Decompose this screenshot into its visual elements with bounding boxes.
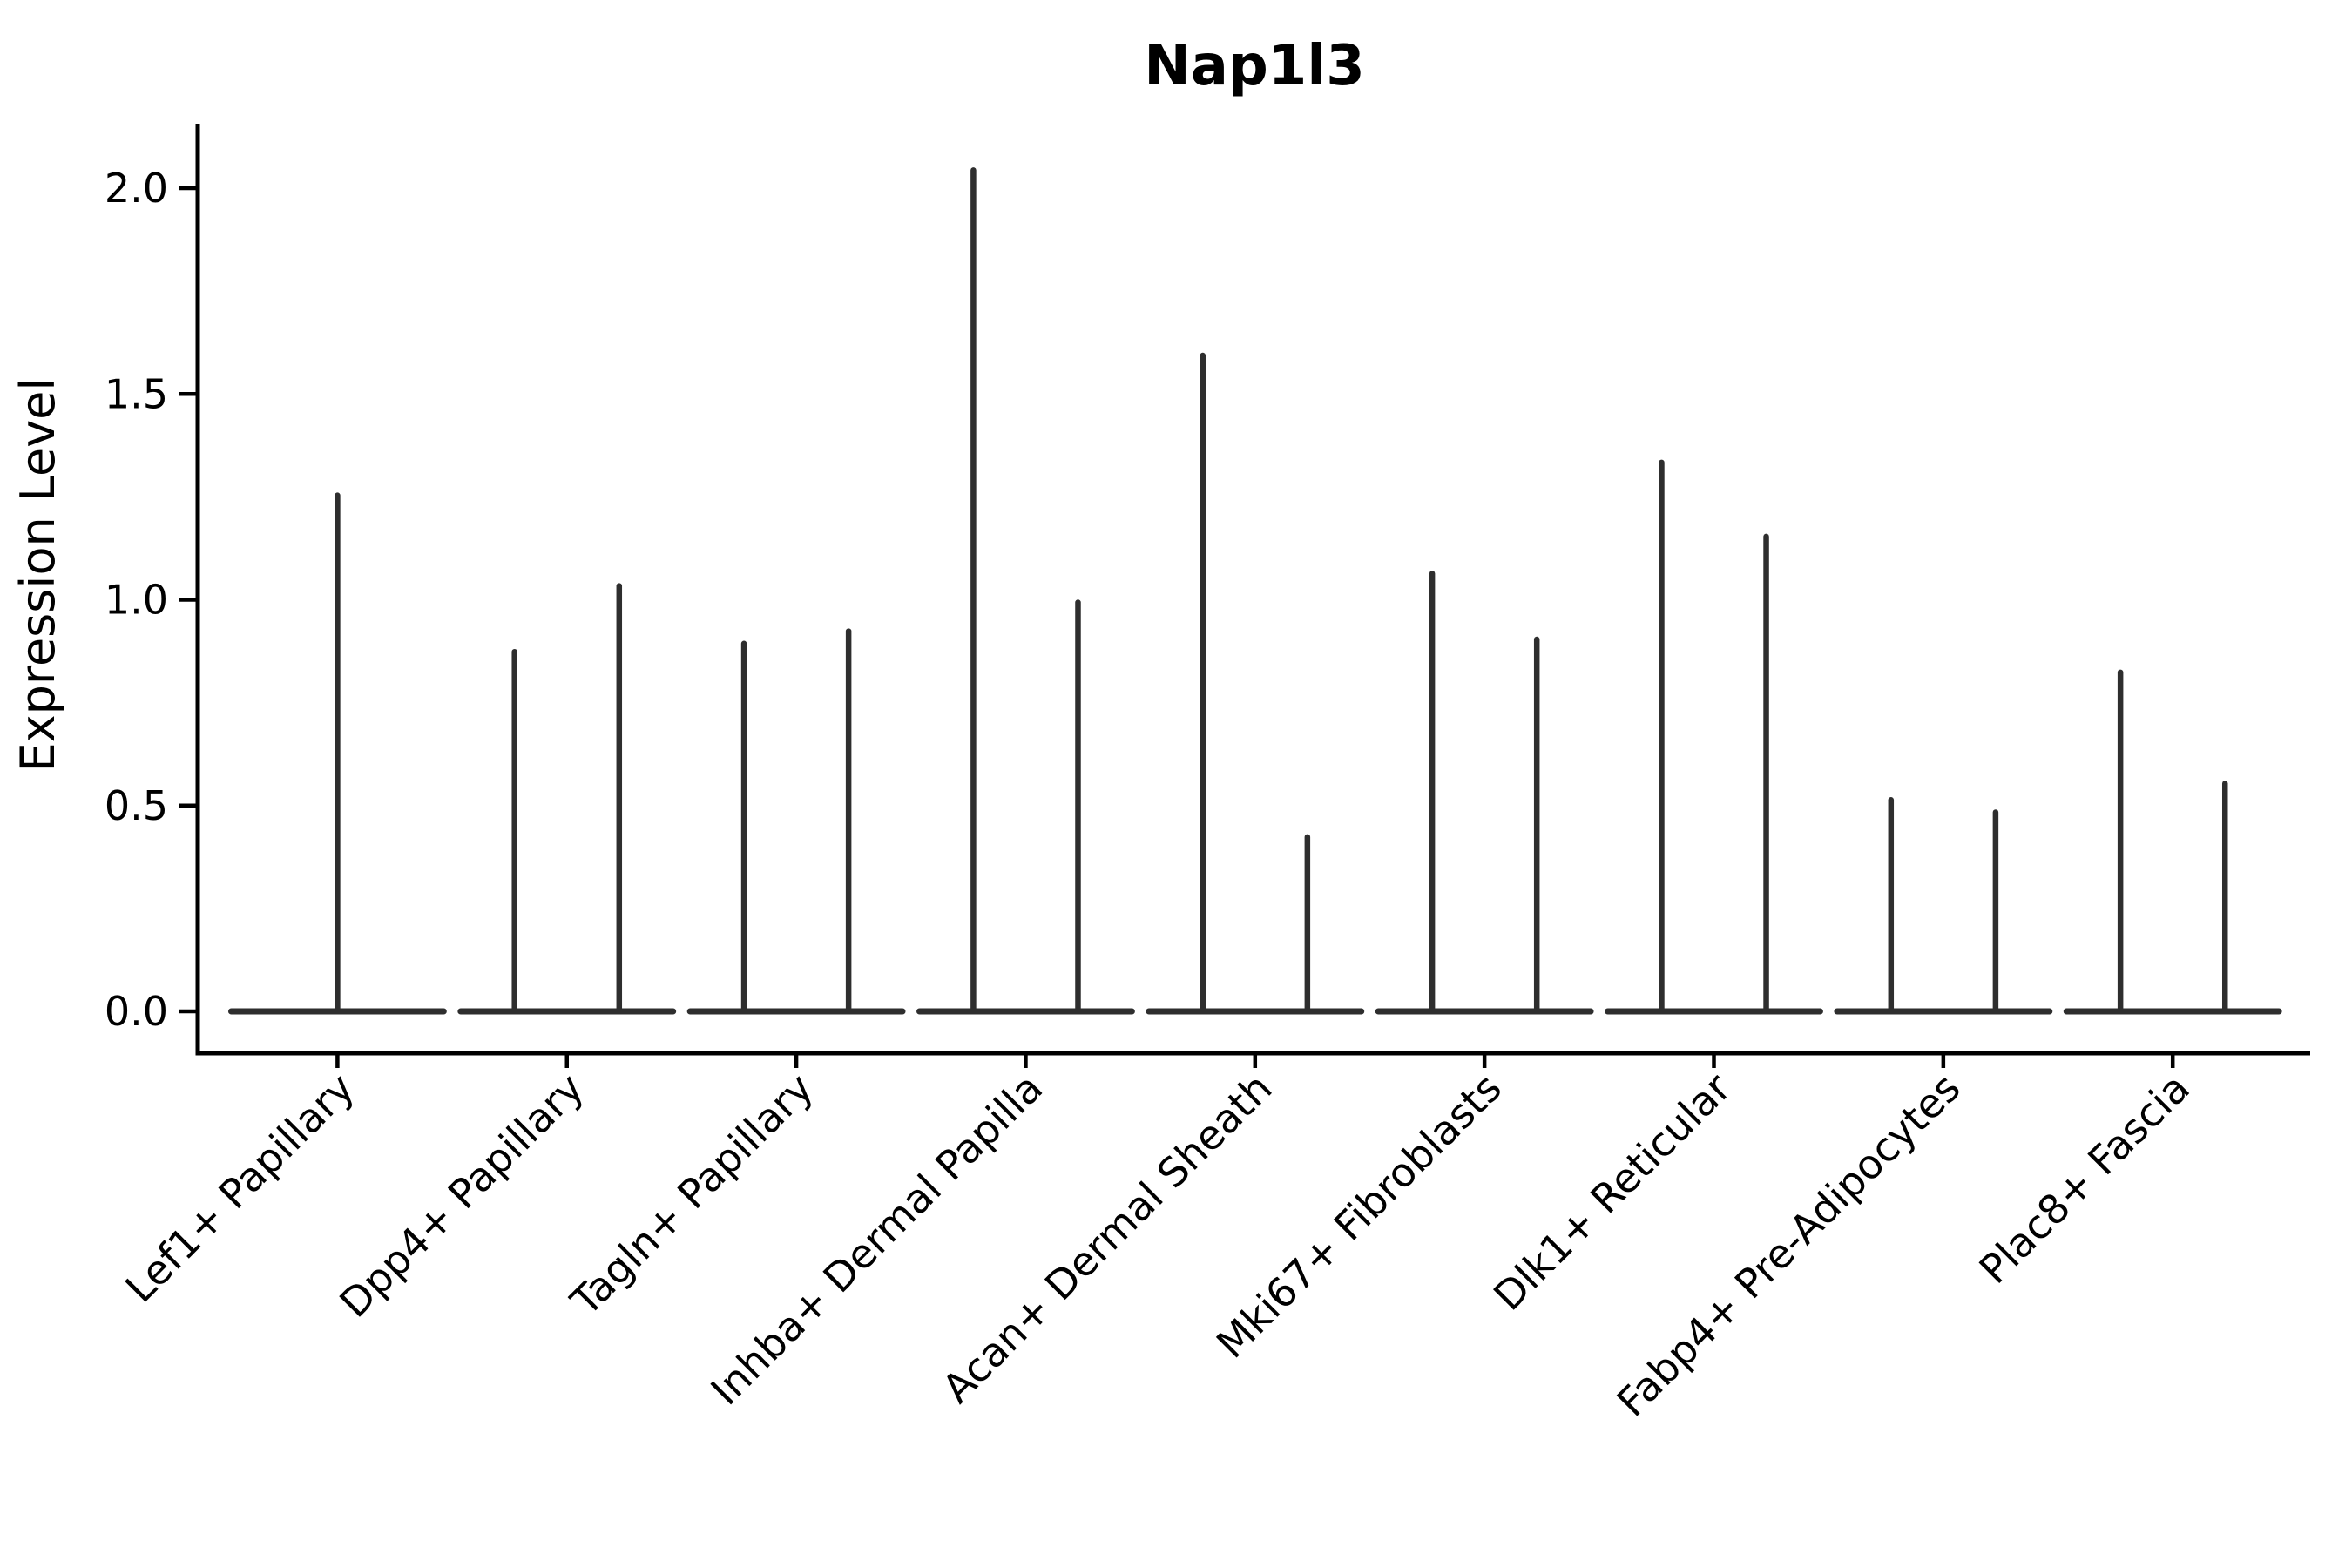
x-tick-label: Plac8+ Fascia <box>1970 1064 2199 1293</box>
y-tick-label: 2.0 <box>105 165 168 212</box>
x-axis-ticks <box>335 1055 2175 1068</box>
chart-title: Nap1l3 <box>1144 34 1365 98</box>
y-tick-label: 1.5 <box>105 370 168 417</box>
x-tick-label: Dpp4+ Papillary <box>330 1064 592 1327</box>
y-tick-label: 0.5 <box>105 782 168 829</box>
y-tick-label: 0.0 <box>105 988 168 1035</box>
violins <box>227 167 2282 1015</box>
x-tick-label: Dlk1+ Reticular <box>1484 1064 1740 1320</box>
x-tick-label: Tagln+ Papillary <box>561 1064 822 1326</box>
x-tick-label: Lef1+ Papillary <box>116 1064 363 1312</box>
y-tick-label: 1.0 <box>105 577 168 624</box>
y-axis-label: Expression Level <box>10 378 65 773</box>
y-axis-ticks: 0.0 0.5 1.0 1.5 2.0 <box>105 165 198 1035</box>
